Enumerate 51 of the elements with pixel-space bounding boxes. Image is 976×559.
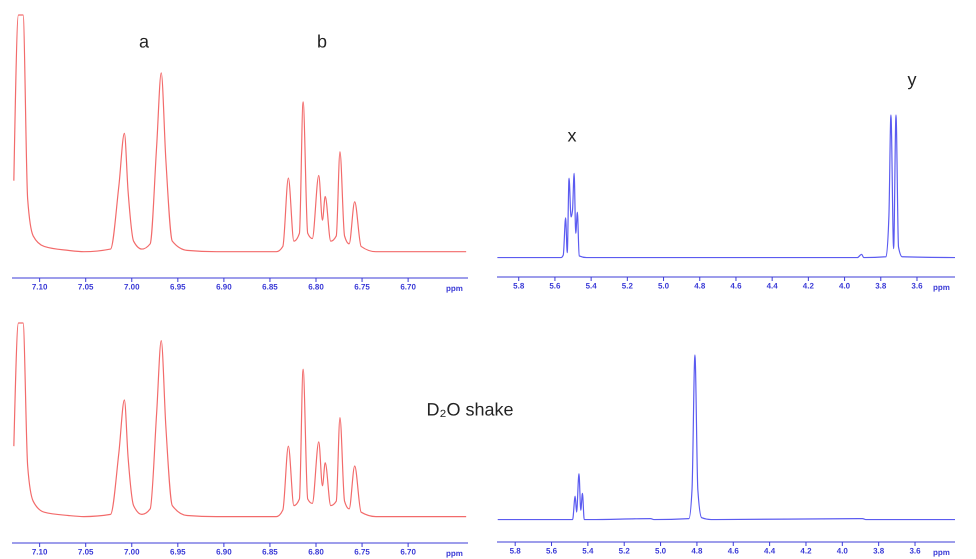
x-tick-label: 3.8 [873, 546, 885, 556]
x-tick-label: 5.8 [510, 546, 522, 556]
x-axis-title: ppm [933, 548, 950, 557]
x-tick-label: 6.70 [400, 548, 416, 557]
x-tick-label: 4.0 [836, 546, 848, 556]
x-tick-label: 3.8 [875, 282, 887, 291]
x-tick-label: 4.4 [766, 282, 778, 291]
x-tick-label: 3.6 [911, 282, 924, 291]
x-tick-label: 4.2 [800, 546, 812, 556]
x-tick-label: 3.6 [909, 546, 922, 556]
x-tick-label: 7.05 [78, 282, 94, 292]
x-tick-label: 5.4 [586, 282, 598, 291]
x-tick-label: 5.0 [655, 546, 667, 556]
x-tick-label: 7.00 [124, 548, 140, 557]
x-tick-label: 7.05 [78, 548, 94, 557]
annotation: a [138, 32, 150, 52]
x-axis-title: ppm [933, 283, 950, 292]
x-tick-label: 6.95 [170, 548, 186, 557]
x-tick-label: 5.6 [546, 546, 558, 556]
x-tick-label: 6.85 [262, 282, 278, 292]
x-tick-label: 4.4 [764, 546, 776, 556]
x-tick-label: 6.90 [216, 282, 232, 292]
x-tick-label: 4.6 [730, 282, 742, 291]
annotation: x [568, 126, 576, 146]
x-tick-label: 6.75 [354, 548, 370, 557]
x-tick-label: 6.85 [262, 548, 278, 557]
x-tick-label: 7.00 [124, 282, 140, 292]
x-tick-label: 4.8 [694, 282, 706, 291]
x-tick-label: 5.6 [549, 282, 562, 291]
x-tick-label: 4.2 [802, 282, 814, 291]
x-tick-label: 5.2 [622, 282, 634, 291]
text: y [908, 70, 916, 90]
x-tick-label: 4.0 [839, 282, 851, 291]
x-tick-label: 6.80 [308, 548, 324, 557]
annotation: D₂O shake [426, 400, 514, 420]
x-tick-label: 6.80 [308, 282, 324, 292]
x-tick-label: 6.75 [354, 282, 370, 292]
x-tick-label: 5.4 [582, 546, 594, 556]
x-axis-title: ppm [446, 284, 463, 293]
annotation: b [316, 32, 328, 52]
x-tick-label: 5.8 [513, 282, 525, 291]
x-tick-label: 5.0 [658, 282, 670, 291]
x-tick-label: 4.8 [691, 546, 704, 556]
x-tick-label: 6.90 [216, 548, 232, 557]
x-tick-label: 4.6 [728, 546, 740, 556]
x-tick-label: 6.95 [170, 282, 186, 292]
x-tick-label: 6.70 [400, 282, 416, 292]
x-axis-title: ppm [446, 549, 463, 558]
x-tick-label: 7.10 [32, 282, 48, 292]
x-tick-label: 5.2 [618, 546, 630, 556]
x-tick-label: 7.10 [32, 548, 48, 557]
